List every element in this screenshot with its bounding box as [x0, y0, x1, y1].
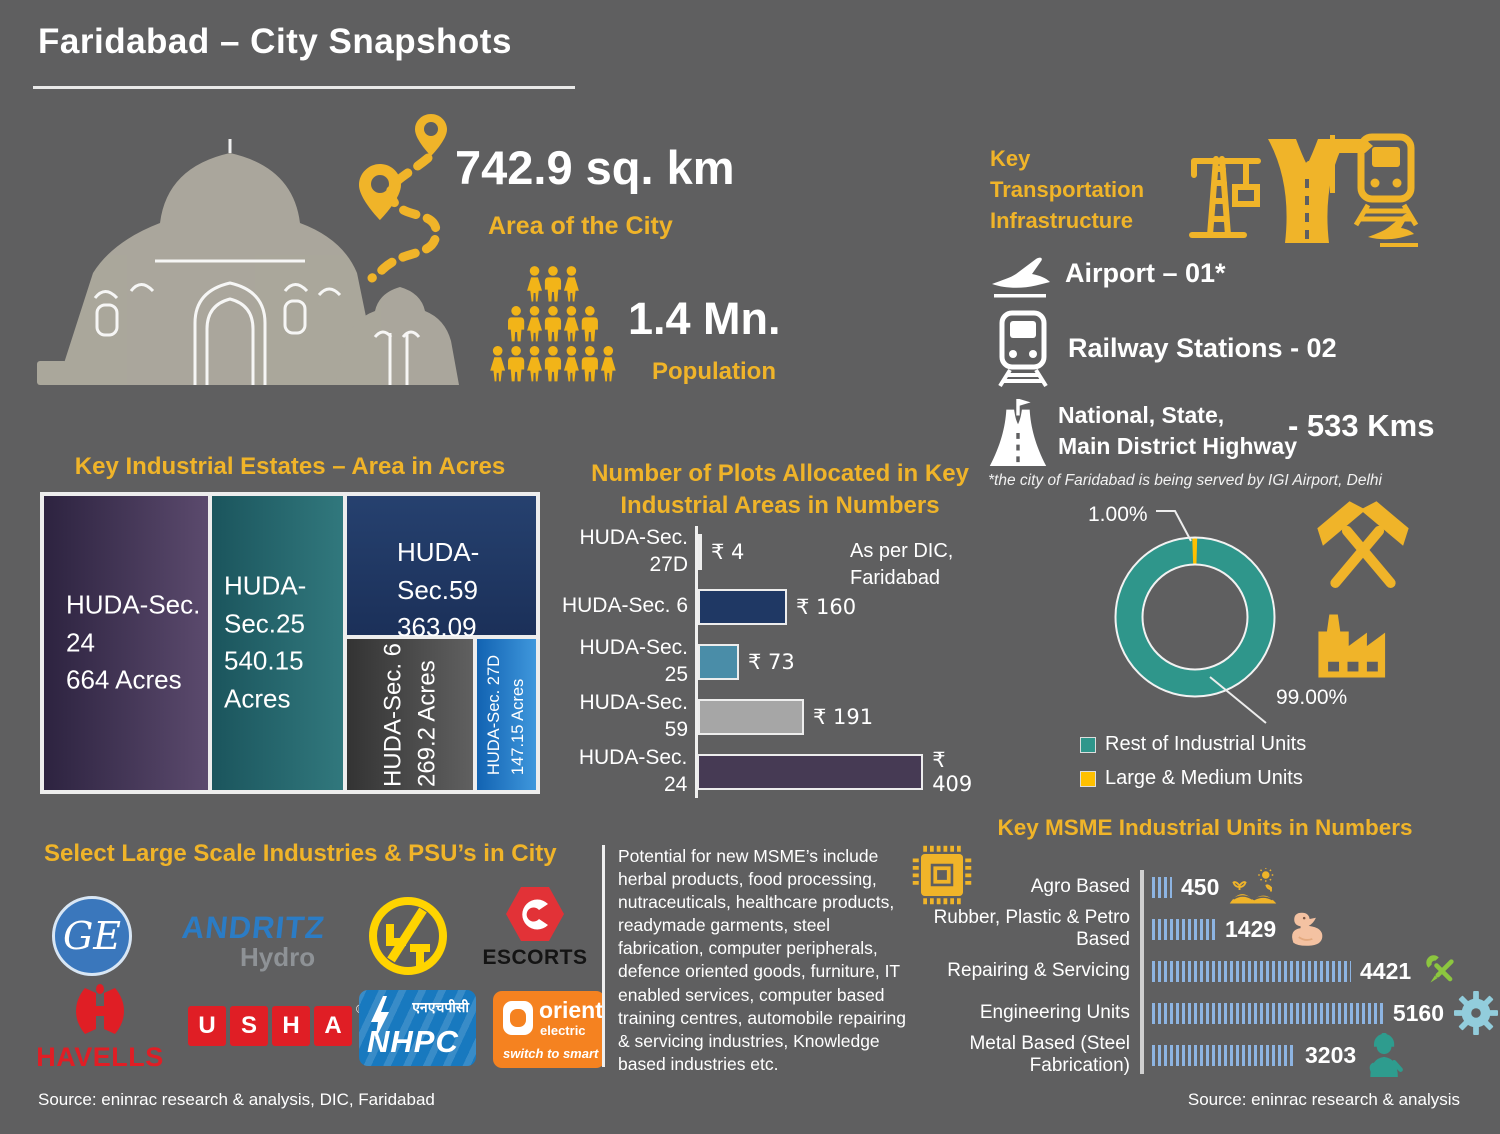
railway-stat: Railway Stations - 02 [1068, 333, 1337, 363]
orient-monogram [503, 1001, 533, 1035]
usha-logo: U S H A ® [188, 1002, 365, 1046]
farm-icon [1229, 866, 1277, 908]
source-left: Source: eninrac research & analysis, DIC… [38, 1090, 435, 1109]
treemap-title: Key Industrial Estates – Area in Acres [74, 453, 506, 480]
msme-row-agro: Agro Based 450 [898, 866, 1498, 908]
plots-bar-row: HUDA-Sec. 24 ₹ 409 [560, 744, 992, 799]
bar-sec27d [698, 533, 702, 570]
highway-icon [988, 398, 1048, 468]
duck-icon [1286, 910, 1326, 948]
bar-metal [1152, 1044, 1296, 1066]
treemap-cell-sec24: HUDA-Sec. 24 664 Acres [42, 494, 210, 792]
plots-bar-row: HUDA-Sec. 27D ₹ 4 [579, 526, 745, 576]
bar-engineering [1151, 1002, 1384, 1024]
bar-value: ₹ 160 [796, 594, 857, 619]
treemap-cell-sec6: HUDA-Sec. 6 269.2 Acres [345, 637, 475, 792]
donut-large-medium-pct: 1.00% [1088, 503, 1148, 526]
donut-legend: Rest of Industrial Units Large & Medium … [1080, 733, 1306, 801]
plots-annotation: As per DIC, Faridabad [850, 540, 954, 589]
havells-logo: HAVELLS [34, 984, 166, 1073]
plots-chart-title: Number of Plots Allocated in Key Industr… [591, 460, 969, 520]
bar-value: ₹ 191 [813, 704, 874, 729]
andritz-logo: ANDRITZ Hydro [180, 910, 327, 972]
title-underline [33, 86, 575, 89]
highway-stat: National, State, Main District Highway [1058, 402, 1297, 460]
industries-title: Select Large Scale Industries & PSU’s in… [44, 840, 557, 867]
bar-sec6 [698, 588, 787, 625]
orient-electric-logo: orient electric switch to smart [493, 991, 605, 1068]
area-label: Area of the City [488, 212, 673, 240]
legend-swatch-large [1080, 770, 1096, 787]
bar-value: ₹ 409 [932, 747, 973, 796]
lt-logo [368, 896, 448, 976]
welder-icon [1366, 1033, 1404, 1077]
nhpc-hindi-text: एनएचपीसी [412, 999, 469, 1015]
area-value: 742.9 sq. km [455, 141, 735, 194]
treemap-cell-sec27d: HUDA-Sec. 27D 147.15 Acres [475, 637, 538, 792]
section-divider [602, 845, 605, 1067]
plots-bar-chart: As per DIC, Faridabad HUDA-Sec. 27D ₹ 4 H… [560, 524, 992, 800]
plots-bar-row: HUDA-Sec. 25 ₹ 73 [579, 636, 795, 686]
source-right: Source: eninrac research & analysis [1187, 1090, 1460, 1109]
gear-icon [1454, 991, 1498, 1035]
highway-value: - 533 Kms [1288, 408, 1435, 443]
bar-repair [1152, 960, 1351, 982]
legend-swatch-rest [1080, 736, 1096, 753]
population-crowd-icon [490, 264, 618, 386]
chip-icon [912, 845, 972, 905]
tools-icon [1421, 950, 1463, 992]
plots-bar-row: HUDA-Sec. 59 ₹ 191 [579, 691, 874, 741]
route-icon [352, 112, 456, 297]
treemap-cell-sec25: HUDA-Sec.25 540.15 Acres [210, 494, 345, 792]
airport-footnote: *the city of Faridabad is being served b… [988, 472, 1383, 489]
page-title: Faridabad – City Snapshots [38, 22, 512, 61]
plots-axis-line [695, 526, 698, 798]
bar-agro [1152, 876, 1172, 898]
plots-bar-row: HUDA-Sec. 6 ₹ 160 [560, 579, 992, 634]
industrial-units-donut [1060, 497, 1350, 742]
msme-row-engineering: Engineering Units 5160 [898, 991, 1498, 1035]
bar-sec24 [697, 753, 924, 790]
msme-axis-line [1140, 870, 1144, 1074]
industrial-estates-treemap: HUDA-Sec. 24 664 Acres HUDA-Sec.25 540.15 … [40, 492, 540, 794]
transport-title: Key Transportation Infrastructure [990, 146, 1145, 234]
train-icon [995, 310, 1051, 388]
escorts-logo: ESCORTS [480, 886, 590, 970]
airport-stat: Airport – 01* [1065, 258, 1226, 288]
bar-sec25 [698, 643, 739, 680]
population-label: Population [652, 358, 776, 385]
msme-row-repair: Repairing & Servicing 4421 [898, 950, 1498, 992]
ge-logo: GE [52, 896, 132, 976]
monument-sketch [35, 133, 465, 395]
airplane-icon [988, 256, 1054, 302]
legend-item-rest: Rest of Industrial Units [1080, 733, 1306, 756]
msme-row-metal: Metal Based (Steel Fabrication) 3203 [898, 1033, 1498, 1077]
nhpc-logo: एनएचपीसी NHPC [359, 990, 476, 1066]
population-value: 1.4 Mn. [628, 293, 781, 344]
msme-row-rubber: Rubber, Plastic & Petro Based 1429 [898, 907, 1498, 950]
msme-potential-note: Potential for new MSME’s include herbal … [618, 846, 906, 1074]
msme-bar-chart: Agro Based 450 Rubb [898, 866, 1498, 1077]
donut-rest-pct: 99.00% [1276, 686, 1348, 709]
msme-chart-title: Key MSME Industrial Units in Numbers [997, 815, 1413, 840]
transport-cluster-icon [1180, 131, 1420, 249]
treemap-cell-sec59: HUDA-Sec.59 363.09 [345, 494, 538, 642]
factory-icon [1316, 612, 1396, 680]
hammers-icon [1308, 500, 1418, 606]
bar-sec59 [698, 698, 804, 735]
bar-rubber [1152, 918, 1216, 940]
bar-value: ₹ 73 [748, 649, 795, 674]
bar-value: ₹ 4 [711, 539, 745, 564]
legend-item-large: Large & Medium Units [1080, 767, 1306, 790]
